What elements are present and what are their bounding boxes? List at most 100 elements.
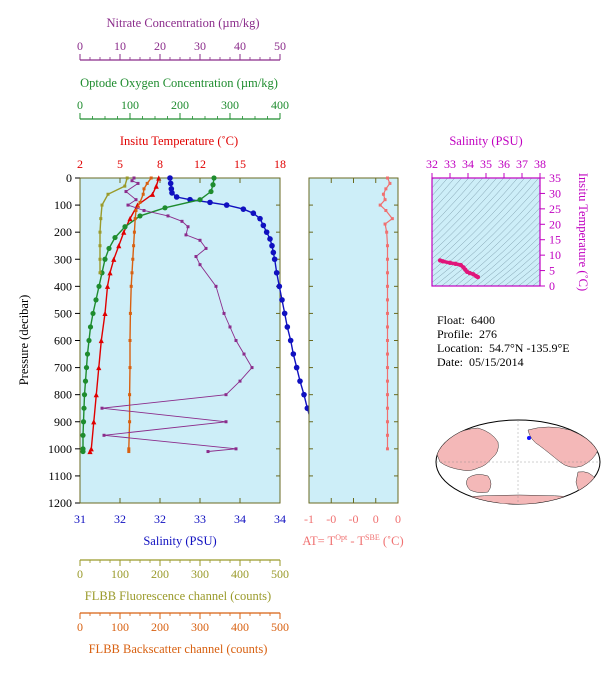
float-location-marker bbox=[527, 436, 531, 440]
ts-density-contour bbox=[432, 178, 498, 247]
land-asia bbox=[436, 427, 499, 471]
fluorescence-point bbox=[100, 203, 104, 207]
nitrate-point bbox=[242, 352, 246, 356]
nitrate-point bbox=[100, 406, 104, 410]
backscatter-point bbox=[128, 393, 132, 397]
fluorescence-point bbox=[123, 184, 127, 188]
salinity-point bbox=[281, 310, 288, 317]
land-north-america bbox=[527, 426, 599, 468]
ts-x-tick-label: 35 bbox=[480, 157, 492, 171]
nitrate-point bbox=[130, 179, 134, 183]
at-point bbox=[385, 325, 389, 329]
at-point bbox=[385, 257, 389, 261]
at-difference-panel: -1 -0 -0 0 0 AT= TOpt - TSBE (˚C) bbox=[302, 176, 404, 548]
ts-density-contour bbox=[432, 178, 526, 272]
oxygen-point bbox=[87, 324, 94, 330]
ts-point bbox=[467, 270, 472, 276]
temperature-tick-label: 12 bbox=[194, 157, 206, 171]
backscatter-point bbox=[129, 284, 133, 288]
backscatter-axis-tick-label: 200 bbox=[151, 620, 169, 634]
ts-density-contour bbox=[432, 178, 491, 240]
salinity-tick-label: 31 bbox=[74, 512, 86, 526]
ts-density-contour bbox=[511, 262, 540, 286]
nitrate-point bbox=[180, 219, 184, 223]
oxygen-point bbox=[102, 256, 108, 262]
temperature-point bbox=[96, 364, 102, 371]
salinity-point bbox=[263, 229, 270, 235]
temperature-point bbox=[127, 216, 133, 222]
main-profile-panel: 0 100 200 300 400 500 600 700 800 900 1000 1100 1200… bbox=[17, 157, 321, 548]
pressure-tick-label: 1100 bbox=[48, 469, 72, 483]
backscatter-point bbox=[138, 200, 142, 204]
oxygen-point bbox=[112, 234, 118, 241]
nitrate-point bbox=[206, 450, 210, 454]
pressure-tick-label: 700 bbox=[54, 361, 72, 375]
backscatter-point bbox=[145, 181, 149, 185]
ts-series bbox=[437, 258, 481, 280]
oxygen-point bbox=[90, 310, 96, 317]
salinity-point bbox=[173, 194, 180, 200]
salinity-point bbox=[290, 351, 297, 357]
nitrate-point bbox=[142, 209, 146, 212]
top-axes: Nitrate Concentration (µm/kg) 0 10 20 30 40 5… bbox=[77, 16, 289, 148]
salinity-point bbox=[270, 249, 277, 256]
nitrate-point bbox=[194, 255, 198, 259]
ts-density-contour bbox=[441, 192, 540, 286]
float-id-row: Float: 6400 bbox=[437, 313, 570, 327]
backscatter-axis-tick-label: 100 bbox=[111, 620, 129, 634]
salinity-point bbox=[250, 210, 257, 217]
salinity-tick-label: 32 bbox=[154, 512, 166, 526]
ts-x-tick-label: 38 bbox=[534, 157, 546, 171]
ts-density-contour bbox=[432, 178, 533, 278]
nitrate-axis: 0 10 20 30 40 50 bbox=[77, 39, 286, 61]
at-tick-label: 0 bbox=[395, 512, 401, 526]
at-point bbox=[385, 433, 389, 437]
ts-density-contour bbox=[455, 207, 540, 286]
at-point bbox=[381, 192, 385, 196]
date-value: 05/15/2014 bbox=[469, 355, 524, 369]
ts-density-contour bbox=[462, 214, 540, 286]
temperature-point bbox=[153, 183, 159, 189]
fluorescence-point bbox=[99, 217, 103, 221]
nitrate-axis-tick-label: 50 bbox=[274, 39, 286, 53]
pressure-tick-label: 400 bbox=[54, 279, 72, 293]
fluorescence-point bbox=[98, 244, 102, 248]
pressure-tick-label: 100 bbox=[54, 198, 72, 212]
salinity-point bbox=[223, 202, 230, 208]
oxygen-point bbox=[81, 392, 88, 398]
oxygen-axis-tick-label: 100 bbox=[121, 98, 139, 112]
temperature-point bbox=[104, 283, 111, 289]
salinity-point bbox=[279, 297, 285, 303]
main-plot-area bbox=[79, 177, 281, 504]
backscatter-point bbox=[128, 311, 132, 315]
nitrate-axis-tick-label: 0 bbox=[77, 39, 83, 53]
temperature-point bbox=[149, 191, 156, 197]
fluorescence-axis: 0 100 200 300 400 500 bbox=[77, 559, 289, 581]
temperature-point bbox=[121, 229, 127, 235]
temperature-point bbox=[93, 392, 99, 398]
ts-point bbox=[440, 259, 445, 264]
nitrate-axis-tick-label: 40 bbox=[234, 39, 246, 53]
backscatter-point bbox=[134, 209, 138, 212]
backscatter-axis-tick-label: 500 bbox=[271, 620, 289, 634]
ts-density-contour bbox=[432, 178, 540, 283]
salinity-point bbox=[240, 206, 247, 212]
backscatter-point bbox=[142, 187, 146, 191]
at-point bbox=[385, 420, 389, 424]
ts-point bbox=[475, 274, 481, 280]
profile-row: Profile: 276 bbox=[437, 327, 570, 341]
oxygen-axis-tick-label: 200 bbox=[171, 98, 189, 112]
main-y-axis: 0 100 200 300 400 500 600 700 800 900 1000 1100 1200 bbox=[48, 171, 280, 510]
oxygen-point bbox=[137, 213, 143, 219]
temperature-axis-label: Insitu Temperature (˚C) bbox=[120, 134, 238, 148]
salinity-point bbox=[260, 222, 267, 229]
ts-density-contour bbox=[434, 184, 540, 286]
nitrate-point bbox=[234, 339, 238, 342]
nitrate-axis-label: Nitrate Concentration (µm/kg) bbox=[107, 16, 260, 30]
at-plot-area bbox=[308, 177, 399, 504]
nitrate-point bbox=[222, 311, 226, 315]
backscatter-axis-tick-label: 0 bbox=[77, 620, 83, 634]
salinity-point bbox=[207, 199, 213, 206]
ts-density-contour bbox=[497, 249, 540, 286]
nitrate-point bbox=[184, 233, 188, 237]
